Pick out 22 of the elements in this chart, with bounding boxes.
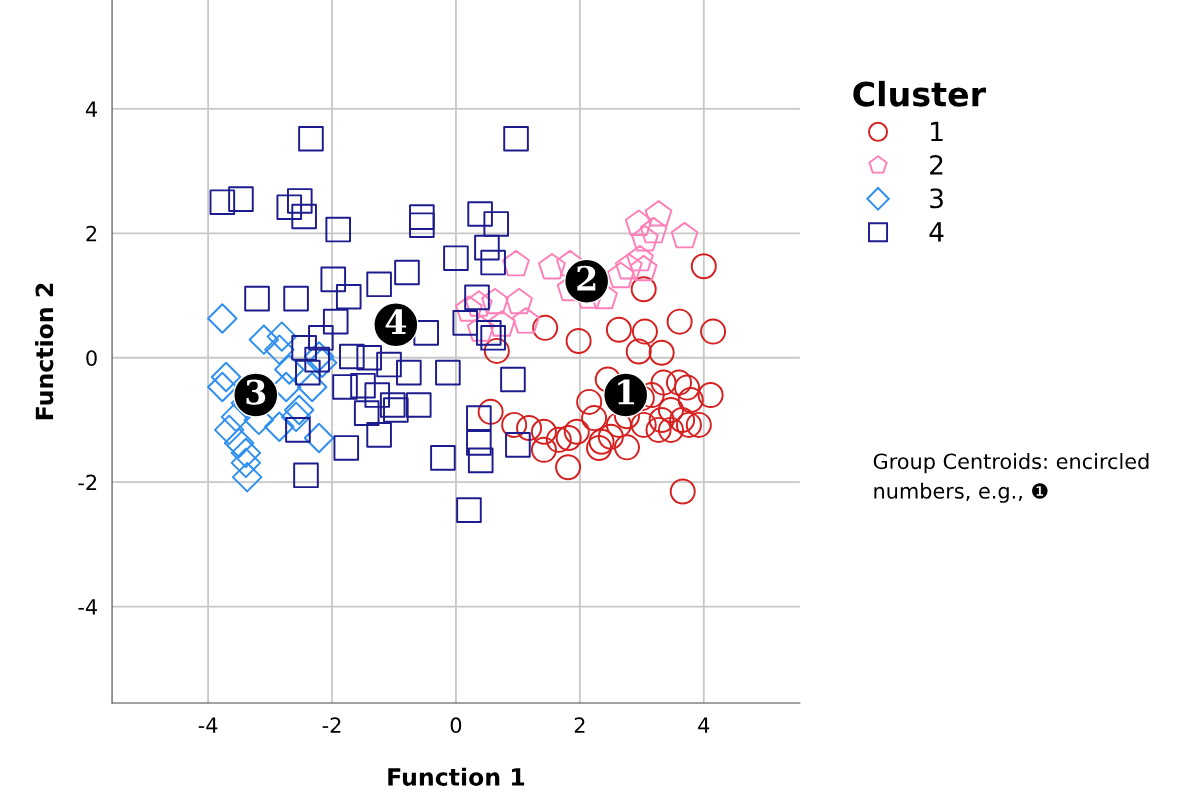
x-tick-label: -2	[322, 717, 341, 733]
annotation: 2	[577, 265, 596, 291]
x-axis-title: Function 1	[388, 767, 525, 786]
legend-label: 2	[930, 154, 943, 175]
annotation: 1	[618, 379, 634, 405]
legend-title: Cluster	[853, 80, 986, 107]
legend-label: 4	[929, 222, 944, 242]
x-tick-label: 0	[450, 717, 462, 734]
x-tick-label: -4	[198, 717, 218, 733]
x-tick-label: 2	[574, 717, 585, 733]
annotation: 3	[246, 379, 266, 405]
x-tick-label: 4	[698, 717, 710, 733]
y-tick-label: 2	[86, 225, 97, 242]
annotation: 4	[385, 309, 407, 334]
y-axis-title: Function 2	[35, 283, 54, 420]
text: Group Centroids: encircled numbers, e.g., ❶	[873, 453, 1149, 503]
y-tick-label: 4	[85, 101, 97, 117]
legend-label: 1	[931, 121, 943, 142]
legend-label: 3	[930, 188, 943, 209]
y-tick-label: -2	[78, 474, 97, 491]
y-tick-label: -4	[78, 599, 97, 615]
y-tick-label: 0	[86, 350, 97, 366]
